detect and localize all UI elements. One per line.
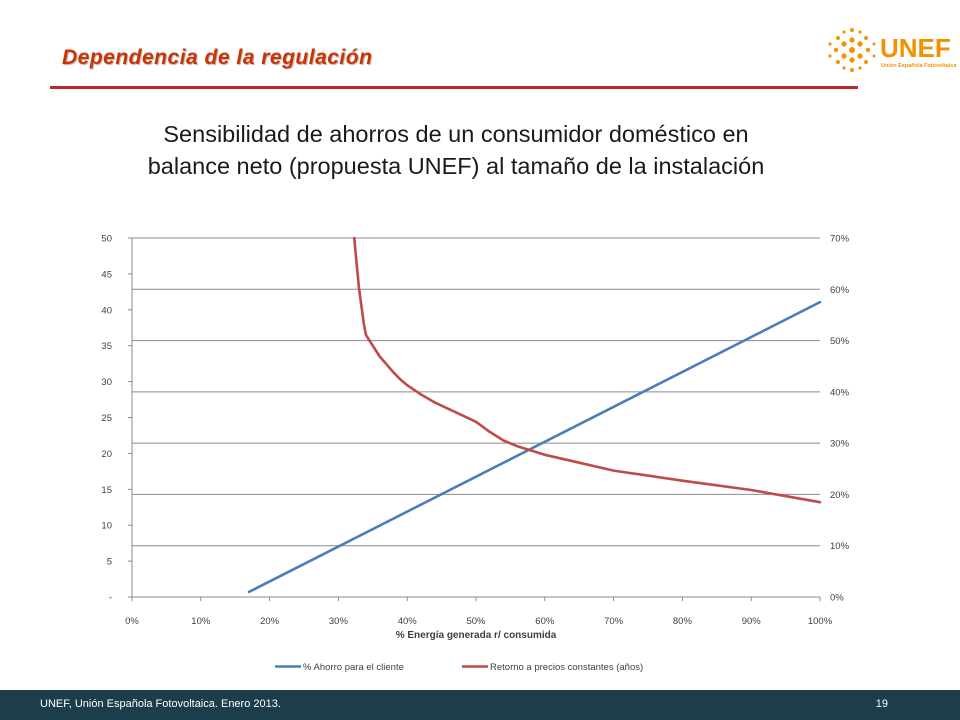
series-line-1 — [247, 300, 822, 594]
x-tick-label: 70% — [604, 616, 624, 627]
svg-text:UNEF: UNEF — [880, 33, 951, 63]
y2-tick-label: 40% — [830, 387, 850, 398]
y-tick-label: 45 — [101, 269, 112, 280]
y-tick-label: 5 — [107, 557, 112, 568]
x-tick-label: 40% — [398, 616, 418, 627]
y-tick-label: 20 — [101, 449, 112, 460]
x-tick-label: 100% — [808, 616, 833, 627]
slide-title: Dependencia de la regulación — [62, 46, 373, 69]
y-tick-label: 15 — [101, 485, 112, 496]
y2-tick-label: 30% — [830, 439, 850, 450]
sun-logo-icon: UNEF Unión Española Fotovoltaica — [828, 28, 957, 72]
x-tick-label: 30% — [329, 616, 349, 627]
y2-tick-label: 20% — [830, 490, 850, 501]
chart-caption: Sensibilidad de ahorros de un consumidor… — [60, 118, 852, 182]
caption-line-2: balance neto (propuesta UNEF) al tamaño … — [147, 153, 765, 179]
x-tick-label: 50% — [466, 616, 486, 627]
svg-text:Unión Española Fotovoltaica: Unión Española Fotovoltaica — [881, 63, 957, 69]
x-tick-label: 0% — [125, 616, 139, 627]
y2-tick-label: 70% — [830, 234, 850, 245]
y2-tick-label: 60% — [830, 285, 850, 296]
footer-source: UNEF, Unión Española Fotovoltaica. Enero… — [40, 698, 281, 710]
y-tick-label: 50 — [101, 234, 112, 245]
caption-line-1: Sensibilidad de ahorros de un consumidor… — [163, 121, 749, 147]
y-tick-label: 40 — [101, 305, 112, 316]
y2-tick-label: 10% — [830, 541, 850, 552]
y2-tick-label: 50% — [830, 336, 850, 347]
footer-bar: UNEF, Unión Española Fotovoltaica. Enero… — [0, 690, 960, 720]
y-tick-label: 35 — [101, 341, 112, 352]
y-tick-label: 30 — [101, 377, 112, 388]
y-tick-label: 25 — [101, 413, 112, 424]
legend-label: % Ahorro para el cliente — [303, 662, 404, 673]
page-number: 19 — [875, 698, 888, 710]
x-axis-title: % Energía generada r/ consumida — [396, 630, 557, 641]
title-divider — [50, 86, 858, 89]
x-tick-label: 20% — [260, 616, 280, 627]
x-tick-label: 90% — [742, 616, 762, 627]
savings-payback-chart: - 5 10 15 20 25 30 35 40 45 50 0% 10% 20% 30% 40% 50% 60%… — [101, 234, 850, 674]
x-tick-label: 60% — [535, 616, 555, 627]
series-line-2 — [352, 236, 822, 504]
x-tick-label: 10% — [191, 616, 211, 627]
y2-tick-label: 0% — [830, 593, 844, 604]
unef-logo: UNEF Unión Española Fotovoltaica — [822, 22, 958, 78]
y-tick-label: - — [109, 593, 112, 604]
x-tick-label: 80% — [673, 616, 693, 627]
legend-label: Retorno a precios constantes (años) — [490, 662, 643, 673]
y-tick-label: 10 — [101, 521, 112, 532]
